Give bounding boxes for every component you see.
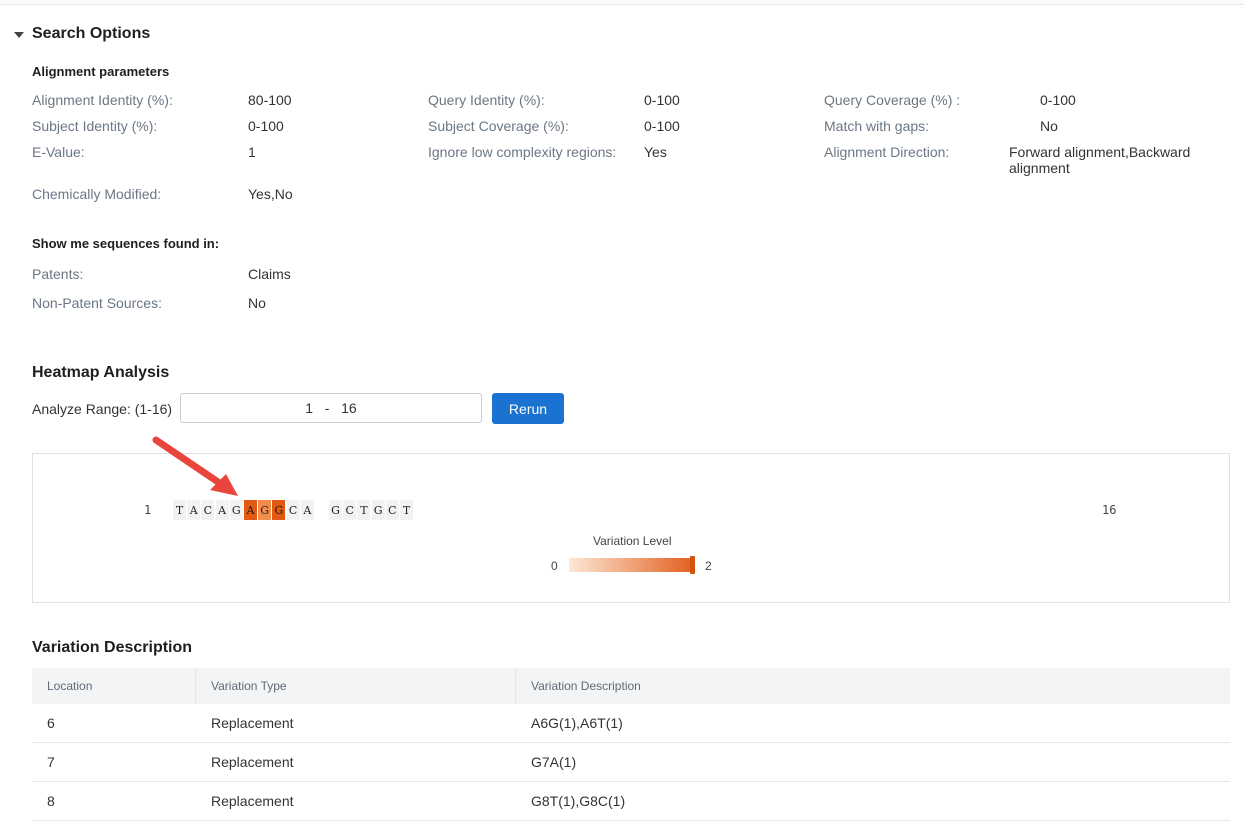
search-options-toggle[interactable]: Search Options [14,25,150,43]
nucleotide-11[interactable]: G [329,500,342,520]
param-label-query-identity: Query Identity (%): [428,92,545,108]
param-value-match-with-gaps: No [1040,118,1058,134]
param-value-ignore-low-complexity: Yes [644,144,667,160]
analyze-range-label: Analyze Range: (1-16) [32,401,172,417]
source-label-patents: Patents: [32,266,83,282]
param-label-subject-identity: Subject Identity (%): [32,118,157,134]
cell-variation-type: Replacement [196,782,516,820]
nucleotide-10[interactable]: A [301,500,314,520]
cell-variation-description: A6G(1),A6T(1) [516,704,1230,742]
param-label-subject-coverage: Subject Coverage (%): [428,118,569,134]
red-arrow-icon [140,430,250,505]
table-row: 7 Replacement G7A(1) [32,743,1230,782]
sequence-start-number: 1 [144,503,151,517]
param-label-alignment-direction: Alignment Direction: [824,144,949,160]
param-value-subject-coverage: 0-100 [644,118,680,134]
cell-location: 6 [32,704,196,742]
param-value-alignment-identity: 80-100 [248,92,292,108]
legend-min-label: 0 [551,559,558,573]
source-value-patents: Claims [248,266,291,282]
param-value-query-identity: 0-100 [644,92,680,108]
param-value-subject-identity: 0-100 [248,118,284,134]
cell-variation-description: G8T(1),G8C(1) [516,782,1230,820]
analyze-range-input[interactable]: 1 - 16 [180,393,482,423]
rerun-button[interactable]: Rerun [492,393,564,424]
legend-gradient-bar [569,558,693,572]
alignment-parameters-heading: Alignment parameters [32,64,169,79]
header-variation-description[interactable]: Variation Description [516,668,1230,704]
legend-slider-handle[interactable] [690,556,695,574]
source-value-non-patent: No [248,295,266,311]
table-row: 6 Replacement A6G(1),A6T(1) [32,704,1230,743]
nucleotide-9[interactable]: C [287,500,300,520]
header-location[interactable]: Location [32,668,196,704]
sources-heading: Show me sequences found in: [32,236,219,251]
param-value-alignment-direction: Forward alignment,Backward alignment [1009,144,1209,176]
source-label-non-patent: Non-Patent Sources: [32,295,162,311]
range-end-value: 16 [341,400,357,416]
nucleotide-8[interactable]: G [272,500,285,520]
table-row: 8 Replacement G8T(1),G8C(1) [32,782,1230,821]
nucleotide-7[interactable]: G [258,500,271,520]
header-variation-type[interactable]: Variation Type [196,668,516,704]
nucleotide-12[interactable]: C [343,500,356,520]
sequence-end-number: 16 [1102,503,1116,517]
search-options-title: Search Options [32,25,150,43]
top-divider [0,0,1244,5]
param-label-e-value: E-Value: [32,144,85,160]
variation-table: Location Variation Type Variation Descri… [32,668,1230,821]
cell-location: 8 [32,782,196,820]
param-value-chemically-modified: Yes,No [248,186,293,202]
legend-max-label: 2 [705,559,712,573]
param-label-query-coverage: Query Coverage (%) : [824,92,960,108]
cell-variation-description: G7A(1) [516,743,1230,781]
param-value-query-coverage: 0-100 [1040,92,1076,108]
param-label-chemically-modified: Chemically Modified: [32,186,161,202]
range-start-value: 1 [305,400,313,416]
nucleotide-14[interactable]: G [372,500,385,520]
heatmap-title: Heatmap Analysis [32,364,169,382]
param-label-alignment-identity: Alignment Identity (%): [32,92,173,108]
nucleotide-13[interactable]: T [357,500,370,520]
variation-table-header: Location Variation Type Variation Descri… [32,668,1230,704]
cell-variation-type: Replacement [196,704,516,742]
cell-location: 7 [32,743,196,781]
cell-variation-type: Replacement [196,743,516,781]
variation-title: Variation Description [32,639,192,657]
nucleotide-15[interactable]: C [386,500,399,520]
param-label-match-with-gaps: Match with gaps: [824,118,929,134]
param-label-ignore-low-complexity: Ignore low complexity regions: [428,144,616,160]
legend-title: Variation Level [593,534,672,548]
nucleotide-16[interactable]: T [400,500,413,520]
param-value-e-value: 1 [248,144,256,160]
caret-down-icon [14,32,24,38]
